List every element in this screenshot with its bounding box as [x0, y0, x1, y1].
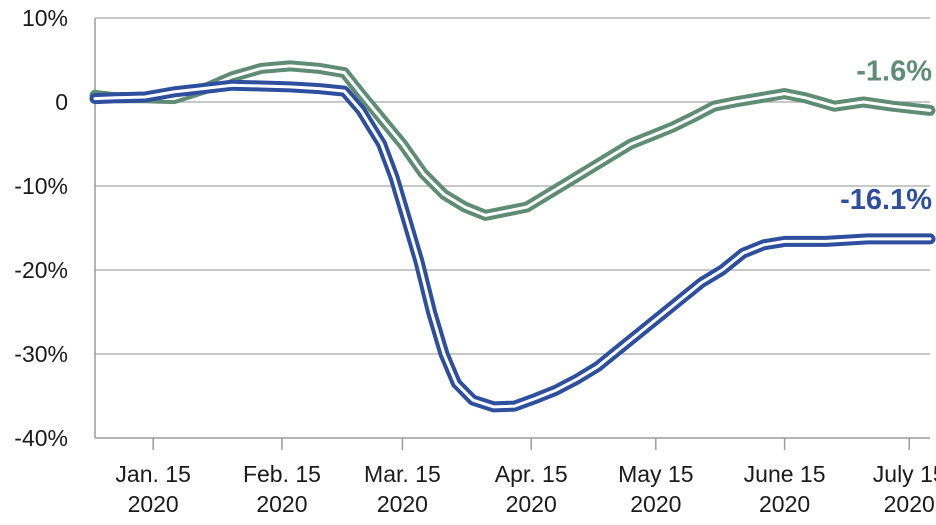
- x-tick-label: Feb. 15: [243, 461, 321, 487]
- x-tick-year-label: 2020: [884, 491, 935, 517]
- y-tick-label: -30%: [14, 341, 68, 367]
- x-tick-labels: Jan. 15 2020 Feb. 15 2020 Mar. 15 2020 Apr. 15…: [115, 438, 936, 517]
- series-lines: [89, 60, 936, 413]
- x-tick-year-label: 2020: [630, 491, 681, 517]
- x-tick-year-label: 2020: [256, 491, 307, 517]
- series-line-highlight-1: [93, 83, 932, 409]
- x-tick-year-label: 2020: [128, 491, 179, 517]
- y-tick-labels: 10% 0 -10% -20% -30% -40%: [14, 5, 68, 451]
- x-tick-label: Apr. 15: [495, 461, 568, 487]
- y-tick-label: -20%: [14, 257, 68, 283]
- x-tick-label: May 15: [618, 461, 693, 487]
- x-tick-label: Mar. 15: [364, 461, 441, 487]
- x-tick-year-label: 2020: [759, 491, 810, 517]
- x-tick-year-label: 2020: [506, 491, 557, 517]
- y-tick-label: -10%: [14, 173, 68, 199]
- series-line-highlight-0: [93, 64, 932, 217]
- axes: [94, 18, 930, 439]
- y-tick-label: 0: [55, 89, 68, 115]
- x-tick-label: Jan. 15: [115, 461, 190, 487]
- x-tick-label: July 15: [873, 461, 936, 487]
- x-tick-year-label: 2020: [377, 491, 428, 517]
- gridlines: [95, 17, 930, 355]
- series-end-label-0: -1.6%: [856, 55, 932, 87]
- y-tick-label: -40%: [14, 425, 68, 451]
- series-end-label-1: -16.1%: [840, 184, 932, 216]
- end-labels: -1.6% -16.1%: [840, 55, 932, 216]
- x-tick-label: June 15: [744, 461, 826, 487]
- y-tick-label: 10%: [22, 5, 68, 31]
- series-line-1: [89, 79, 936, 413]
